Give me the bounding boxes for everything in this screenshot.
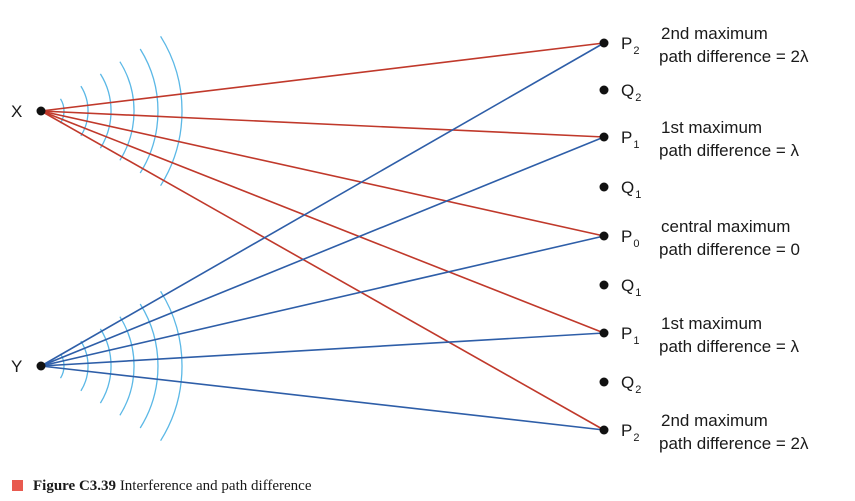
point-q2a-dot (599, 85, 609, 95)
point-p2a-label: P2 (621, 34, 639, 57)
point-p1a-dot (599, 132, 609, 142)
ray-x-p1b (40, 110, 605, 334)
point-q2b-dot (599, 377, 609, 387)
point-p1a-desc-2: path difference = λ (659, 141, 800, 160)
source-y-label: Y (11, 357, 22, 376)
wavefront-y-3 (99, 328, 112, 404)
point-p0-label: P0 (621, 227, 639, 250)
source-x-dot (36, 106, 46, 116)
point-p0-desc-2: path difference = 0 (659, 240, 800, 259)
ray-x-p0 (40, 110, 605, 237)
point-p2a-desc-1: 2nd maximum (661, 24, 768, 43)
ray-x-p1a (40, 110, 605, 138)
wavefront-x-2 (80, 85, 89, 137)
ray-y-p2a (40, 42, 605, 367)
point-q1a-label: Q1 (621, 178, 641, 201)
wavefront-x-4 (119, 61, 135, 161)
caption-text: Interference and path difference (116, 478, 312, 494)
wavefront-x-6 (160, 35, 183, 187)
wavefront-y-5 (139, 303, 159, 429)
point-p1b-dot (599, 328, 609, 338)
wavefront-y-6 (160, 290, 183, 442)
source-y-dot (36, 361, 46, 371)
ray-y-p2b (40, 365, 605, 431)
wavefront-x-1 (59, 98, 65, 124)
point-q1b-label: Q1 (621, 276, 641, 299)
point-q2a-label: Q2 (621, 81, 641, 104)
screen-points: P2 2nd maximum path difference = 2λ Q2 P1 1st… (599, 24, 809, 453)
point-p2b-desc-1: 2nd maximum (661, 411, 768, 430)
point-p1b-label: P1 (621, 324, 639, 347)
point-p2a-desc-2: path difference = 2λ (659, 47, 809, 66)
ray-lines (40, 42, 605, 431)
point-p0-dot (599, 231, 609, 241)
point-q1b-dot (599, 280, 609, 290)
point-p2b-desc-2: path difference = 2λ (659, 434, 809, 453)
figure-caption: Figure C3.39 Interference and path diffe… (12, 478, 312, 495)
source-x-label: X (11, 102, 22, 121)
point-q1a-dot (599, 182, 609, 192)
point-p1b-desc-1: 1st maximum (661, 314, 762, 333)
ray-y-p0 (40, 235, 605, 367)
point-p2b-dot (599, 425, 609, 435)
wavefront-x-3 (99, 73, 112, 149)
caption-label: Figure C3.39 (33, 478, 117, 494)
point-p2b-label: P2 (621, 421, 639, 444)
point-p2a-dot (599, 38, 609, 48)
ray-x-p2b (40, 110, 605, 431)
point-p1a-desc-1: 1st maximum (661, 118, 762, 137)
ray-y-p1b (40, 332, 605, 367)
wavefront-y-4 (119, 316, 135, 416)
sources: XY (11, 102, 46, 376)
wavefronts (59, 35, 183, 442)
ray-x-p2a (40, 42, 605, 112)
caption-marker (12, 480, 23, 491)
point-q2b-label: Q2 (621, 373, 641, 396)
point-p1a-label: P1 (621, 128, 639, 151)
wavefront-y-1 (59, 353, 65, 379)
point-p1b-desc-2: path difference = λ (659, 337, 800, 356)
wavefront-y-2 (80, 340, 89, 392)
point-p0-desc-1: central maximum (661, 217, 790, 236)
wavefront-x-5 (139, 48, 159, 174)
ray-y-p1a (40, 136, 605, 367)
